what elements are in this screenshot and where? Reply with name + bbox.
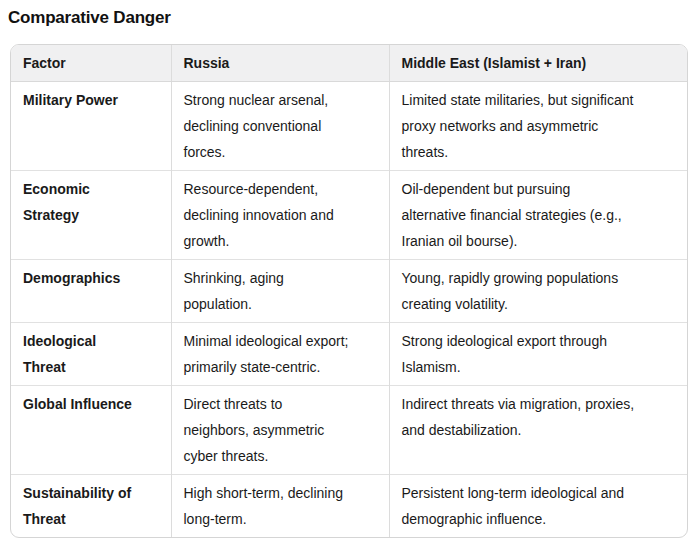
middle-east-cell: Indirect threats via migration, proxies,… (389, 386, 688, 475)
russia-cell: Direct threats to neighbors, asymmetric … (171, 386, 389, 475)
table-row: Economic Strategy Resource-dependent, de… (11, 171, 688, 260)
comparison-table-container: Factor Russia Middle East (Islamist + Ir… (10, 44, 688, 538)
table-row: Sustainability of Threat High short-term… (11, 475, 688, 538)
page: Comparative Danger Factor Russia Middle … (0, 0, 698, 548)
table-row: Military Power Strong nuclear arsenal, d… (11, 82, 688, 171)
middle-east-cell: Persistent long-term ideological and dem… (389, 475, 688, 538)
column-header-factor: Factor (11, 45, 171, 82)
table-row: Demographics Shrinking, aging population… (11, 260, 688, 323)
middle-east-cell: Young, rapidly growing populations creat… (389, 260, 688, 323)
table-header-row: Factor Russia Middle East (Islamist + Ir… (11, 45, 688, 82)
russia-cell: Minimal ideological export; primarily st… (171, 323, 389, 386)
middle-east-cell: Oil-dependent but pursuing alternative f… (389, 171, 688, 260)
comparison-table: Factor Russia Middle East (Islamist + Ir… (11, 45, 688, 537)
factor-cell: Demographics (11, 260, 171, 323)
russia-cell: Strong nuclear arsenal, declining conven… (171, 82, 389, 171)
table-row: Ideological Threat Minimal ideological e… (11, 323, 688, 386)
column-header-russia: Russia (171, 45, 389, 82)
factor-cell: Military Power (11, 82, 171, 171)
factor-cell: Global Influence (11, 386, 171, 475)
page-title: Comparative Danger (8, 7, 688, 29)
table-row: Global Influence Direct threats to neigh… (11, 386, 688, 475)
russia-cell: Resource-dependent, declining innovation… (171, 171, 389, 260)
column-header-middle-east: Middle East (Islamist + Iran) (389, 45, 688, 82)
russia-cell: High short-term, declining long-term. (171, 475, 389, 538)
factor-cell: Sustainability of Threat (11, 475, 171, 538)
russia-cell: Shrinking, aging population. (171, 260, 389, 323)
factor-cell: Economic Strategy (11, 171, 171, 260)
middle-east-cell: Limited state militaries, but significan… (389, 82, 688, 171)
middle-east-cell: Strong ideological export through Islami… (389, 323, 688, 386)
factor-cell: Ideological Threat (11, 323, 171, 386)
